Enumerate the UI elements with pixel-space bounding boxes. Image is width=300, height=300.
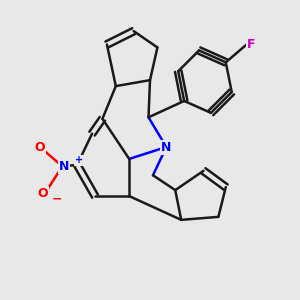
Text: N: N: [161, 140, 172, 154]
Text: O: O: [38, 187, 48, 200]
Text: F: F: [247, 38, 255, 51]
Text: +: +: [75, 155, 83, 165]
Text: N: N: [58, 160, 69, 173]
Text: −: −: [52, 193, 62, 206]
Text: O: O: [35, 140, 45, 154]
